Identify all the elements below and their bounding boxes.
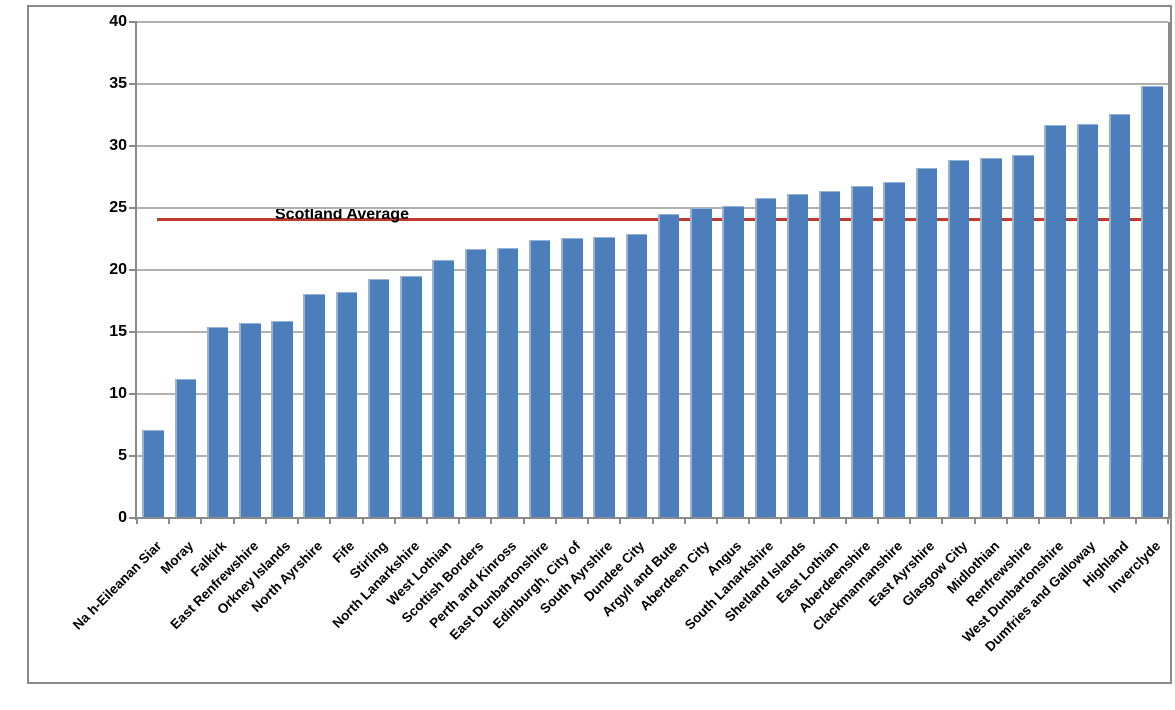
y-axis-tick [129,517,137,519]
bar [142,429,164,518]
x-axis-tick [458,518,461,524]
x-axis-tick [554,518,557,524]
bar [528,240,551,518]
x-axis-tick [264,518,267,524]
bar [432,260,454,518]
bar [722,205,744,518]
gridline [137,393,1168,395]
x-axis-tick [168,518,171,524]
x-axis-tick [425,518,428,524]
y-axis-line [135,22,137,520]
y-axis-tick-label: 30 [109,137,127,154]
gridline [137,455,1168,457]
bar [818,190,841,518]
x-axis-tick [1070,518,1073,524]
x-axis-line [135,517,1170,519]
x-axis-tick [973,518,976,524]
x-axis-tick [200,518,203,524]
bar [496,247,519,518]
average-line [157,218,1152,222]
bar [367,278,390,518]
gridline [137,207,1168,209]
bar [754,198,777,518]
bar [915,168,938,518]
bar [786,194,809,518]
y-axis-tick [129,269,137,271]
x-axis-tick [651,518,654,524]
bar [303,293,325,518]
y-axis-tick [129,21,137,23]
y-axis-tick [129,331,137,333]
x-axis-tick [1102,518,1105,524]
y-axis-tick [129,455,137,457]
bar [657,214,680,518]
gridline [137,269,1168,271]
gridline [137,331,1168,333]
bar [593,236,615,518]
y-axis-tick-label: 40 [109,13,127,30]
x-axis-tick [812,518,815,524]
bar [464,248,487,518]
y-axis-tick [129,145,137,147]
x-axis-tick [329,518,332,524]
y-axis-tick-label: 10 [109,385,127,402]
x-axis-tick [780,518,783,524]
x-axis-tick [587,518,590,524]
y-axis-tick [129,83,137,85]
bar [335,292,358,518]
x-axis-tick [522,518,525,524]
bar [690,208,712,518]
x-axis-tick [748,518,751,524]
y-axis-tick-label: 35 [109,75,127,92]
x-axis-tick [1005,518,1008,524]
average-line-label: Scotland Average [275,206,409,223]
bar [1076,123,1099,518]
x-axis-tick [844,518,847,524]
y-axis-tick-label: 0 [118,509,127,526]
plot-right-border [1168,22,1170,518]
x-axis-tick [393,518,396,524]
gridline [137,145,1168,147]
x-axis-tick [1167,518,1169,524]
x-axis-tick [232,518,235,524]
bar [883,181,905,518]
x-axis-tick [1038,518,1041,524]
y-axis-tick-label: 20 [109,261,127,278]
bar [271,320,293,518]
y-axis-tick [129,393,137,395]
x-axis-tick [136,518,138,524]
x-axis-tick [941,518,944,524]
x-axis-tick [619,518,622,524]
bar [1108,113,1131,518]
x-axis-tick [715,518,718,524]
chart-figure: Scotland Average 0 5 10 15 20 25 30 35 40 Na h-Ei… [27,5,1172,684]
x-axis-tick [1134,518,1137,524]
bar [174,379,197,518]
bar [1012,154,1034,518]
bar [561,237,583,518]
bar [206,327,229,518]
bar [625,234,648,518]
y-axis-tick [129,207,137,209]
y-axis-tick-label: 15 [109,323,127,340]
bar [980,158,1002,518]
x-axis-tick [877,518,880,524]
x-axis-tick [683,518,686,524]
x-axis-tick [909,518,912,524]
bar [400,276,422,518]
y-axis-tick-label: 5 [118,447,127,464]
bar [851,185,873,518]
x-axis-tick [361,518,364,524]
bar [947,159,970,518]
gridline [137,83,1168,85]
x-axis-tick [297,518,300,524]
bar [1141,86,1163,518]
y-axis-tick-label: 25 [109,199,127,216]
gridline [137,21,1168,23]
bar [239,323,261,518]
bar [1044,124,1066,518]
x-axis-tick [490,518,493,524]
